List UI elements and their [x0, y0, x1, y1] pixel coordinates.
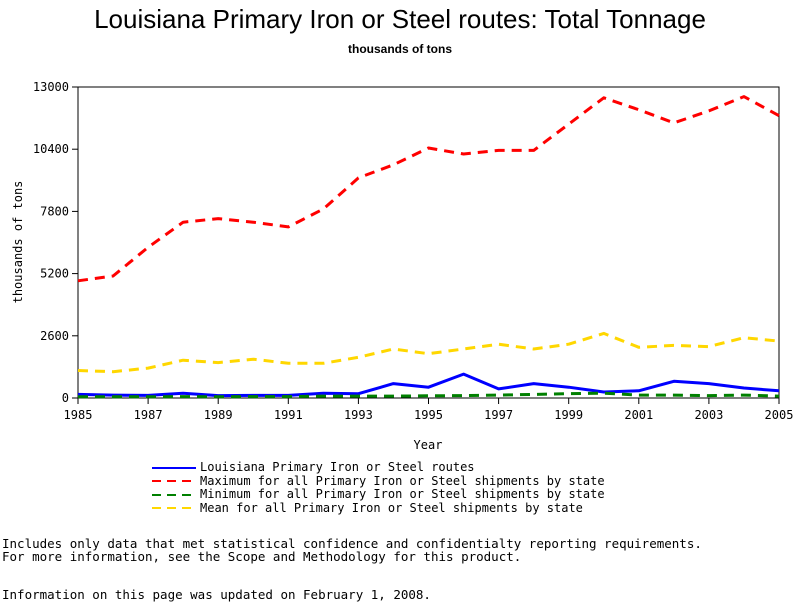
legend-item: Mean for all Primary Iron or Steel shipm…	[150, 500, 605, 516]
y-tick-label: 13000	[33, 80, 69, 94]
x-tick-label: 1987	[134, 408, 163, 422]
x-tick-label: 1991	[274, 408, 303, 422]
legend-item: Maximum for all Primary Iron or Steel sh…	[150, 473, 605, 489]
x-tick-label: 1993	[344, 408, 373, 422]
legend-label: Minimum for all Primary Iron or Steel sh…	[200, 487, 605, 501]
y-tick-label: 7800	[40, 204, 69, 218]
x-tick-label: 1985	[64, 408, 93, 422]
legend-swatch	[152, 507, 196, 510]
legend-label: Louisiana Primary Iron or Steel routes	[200, 460, 475, 474]
y-tick-label: 10400	[33, 142, 69, 156]
x-tick-label: 1995	[414, 408, 443, 422]
series-line-0	[77, 372, 780, 398]
axes-layer	[72, 86, 780, 404]
legend-swatch	[152, 480, 196, 483]
x-tick-label: 2003	[694, 408, 723, 422]
chart-title: Louisiana Primary Iron or Steel routes: …	[94, 4, 706, 34]
y-axis-label: thousands of tons	[11, 181, 25, 304]
legend-swatch	[152, 466, 196, 469]
chart-subtitle: thousands of tons	[348, 42, 452, 56]
x-tick-label: 2001	[624, 408, 653, 422]
x-tick-label: 1997	[484, 408, 513, 422]
tick-label-layer: 0 2600 5200 7800 10400 13000 1985 1987 1989 1991 1…	[33, 80, 794, 422]
series-line-1	[77, 95, 780, 283]
series-line-3	[77, 331, 780, 374]
series-line-2	[78, 391, 780, 399]
legend: Louisiana Primary Iron or Steel routes Ma…	[150, 460, 605, 516]
legend-item: Louisiana Primary Iron or Steel routes	[150, 460, 605, 475]
y-tick-label: 5200	[40, 267, 69, 281]
y-tick-label: 0	[62, 391, 69, 405]
footnote-confidence: Includes only data that met statistical …	[2, 536, 702, 551]
footnote-methodology: For more information, see the Scope and …	[2, 549, 522, 564]
legend-label: Mean for all Primary Iron or Steel shipm…	[200, 500, 583, 515]
legend-label: Maximum for all Primary Iron or Steel sh…	[200, 473, 605, 488]
y-tick-label: 2600	[40, 329, 69, 343]
footnote-updated: Information on this page was updated on …	[2, 587, 431, 602]
legend-item: Minimum for all Primary Iron or Steel sh…	[150, 487, 605, 502]
x-axis-label: Year	[414, 438, 443, 452]
x-tick-label: 2005	[765, 408, 794, 422]
x-tick-label: 1999	[554, 408, 583, 422]
plot-frame	[77, 86, 780, 399]
series-layer	[77, 95, 780, 399]
x-tick-label: 1989	[204, 408, 233, 422]
legend-swatch	[152, 493, 196, 496]
